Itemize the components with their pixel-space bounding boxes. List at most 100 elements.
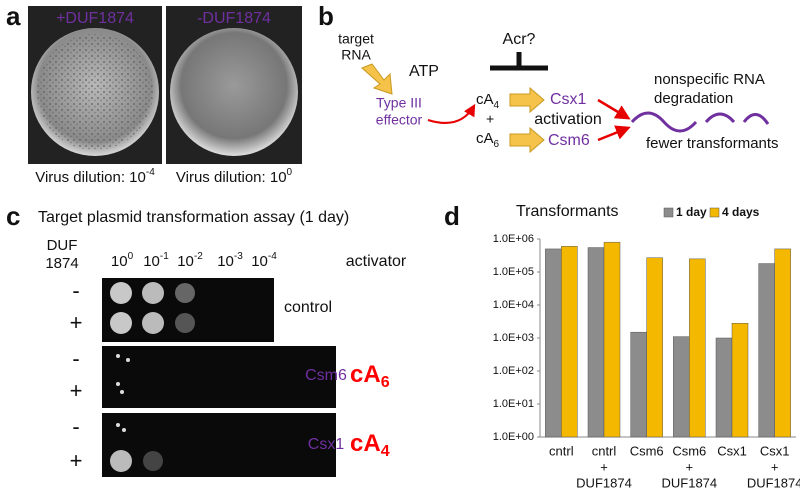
plate-title: +DUF1874 <box>56 10 134 27</box>
dilutions: 100 10-1 10-2 10-3 10-4 <box>111 251 277 270</box>
y-tick-label: 1.0E+03 <box>493 332 534 344</box>
panel-label: c <box>6 201 20 231</box>
ca-sub: 6 <box>494 139 500 150</box>
sign: - <box>72 414 79 439</box>
bar <box>673 336 690 438</box>
y-tick-label: 1.0E+01 <box>493 398 534 410</box>
acr: Acr? <box>503 31 536 48</box>
dilution-exp: -2 <box>194 251 203 262</box>
assay-title: Target plasmid transformation assay (1 d… <box>38 209 349 226</box>
row-name: control <box>284 299 332 316</box>
dilution: 10-3 <box>217 251 243 270</box>
activator: cA4 <box>350 430 390 460</box>
activator-header: activator <box>346 253 407 270</box>
red-arrow <box>597 125 631 142</box>
caption-exponent: 0 <box>287 167 293 178</box>
outcome: nonspecific RNA <box>654 71 765 88</box>
sign: + <box>70 448 83 473</box>
fewer: fewer transformants <box>646 135 779 152</box>
csm6: Csm6 <box>548 132 590 149</box>
ca-base: cA <box>476 130 494 147</box>
activator: cA6 <box>350 361 390 391</box>
y-tick-label: 1.0E+05 <box>493 266 534 278</box>
x-tick-label: + <box>771 459 779 474</box>
yellow-arrow <box>509 86 545 114</box>
dilution: 10-1 <box>143 251 169 270</box>
x-tick-label: Csm6 <box>630 443 664 458</box>
legend-swatch <box>663 207 674 218</box>
atp: ATP <box>409 63 439 80</box>
ca6: cA6 <box>476 130 500 150</box>
legend-swatch <box>709 207 720 218</box>
bar <box>774 248 791 438</box>
plus: + <box>486 111 494 127</box>
caption-text: Virus dilution: 10 <box>35 169 146 186</box>
y-tick-label: 1.0E+04 <box>493 299 534 311</box>
rows: -+control-+Csm6 cA6-+Csx1 cA4 <box>70 278 390 473</box>
x-tick-label: DUF1874 <box>576 475 632 490</box>
legend-label: 4 days <box>722 205 760 219</box>
x-tick-label: DUF1874 <box>747 475 800 490</box>
x-tick-label: DUF1874 <box>662 475 718 490</box>
panel-label: b <box>318 1 334 31</box>
plate-title: -DUF1874 <box>197 10 271 27</box>
ca4: cA4 <box>476 91 500 111</box>
activator-base: cA <box>350 430 381 457</box>
bar <box>587 247 605 438</box>
bar <box>715 337 733 438</box>
panel-label: a <box>6 1 21 31</box>
sign: - <box>72 346 79 371</box>
activator-sub: 4 <box>381 443 390 460</box>
gel <box>102 346 336 408</box>
legend-label: 1 day <box>676 205 707 219</box>
sign: + <box>70 378 83 403</box>
y-tick-label: 1.0E+06 <box>493 233 534 245</box>
dilution: 10-4 <box>251 251 277 270</box>
plate-caption: Virus dilution: 10-4 <box>35 167 155 186</box>
bar <box>758 263 775 438</box>
ca-base: cA <box>476 91 494 108</box>
target-rna: target <box>338 31 374 47</box>
csx1: Csx1 <box>550 91 587 108</box>
dilution-base: 10 <box>251 253 268 270</box>
colonies <box>110 282 195 472</box>
bar <box>603 241 621 438</box>
dilution-exp: 0 <box>128 251 134 262</box>
x-tick-label: Csx1 <box>760 443 790 458</box>
dilution-exp: -4 <box>268 251 277 262</box>
x-tick-label: Csx1 <box>717 443 747 458</box>
x-tick-label: cntrl <box>592 443 617 458</box>
x-tick-label: + <box>600 459 608 474</box>
duf: DUF <box>47 237 78 254</box>
dilution-base: 10 <box>217 253 234 270</box>
panel-label: d <box>444 201 460 231</box>
x-tick-label: + <box>686 459 694 474</box>
activator-base: cA <box>350 361 381 388</box>
chart-title: Transformants <box>516 203 619 220</box>
gel <box>102 413 336 477</box>
rna-wave <box>630 111 770 133</box>
red-arrow <box>597 98 631 120</box>
dilution-base: 10 <box>111 253 128 270</box>
bar <box>630 331 647 438</box>
chart: 1.0E+00 1.0E+01 1.0E+02 1.0E+03 1.0E+04 1.0E+… <box>493 205 800 490</box>
yellow-arrow <box>361 63 393 95</box>
duf: 1874 <box>45 255 78 272</box>
row-name: Csx1 <box>308 436 345 453</box>
sign: - <box>72 278 79 303</box>
activator-sub: 6 <box>381 374 390 391</box>
caption-text: Virus dilution: 10 <box>176 169 287 186</box>
y-tick-label: 1.0E+00 <box>493 431 534 443</box>
effector: effector <box>376 112 423 128</box>
x-tick-label: Csm6 <box>672 443 706 458</box>
plate-caption: Virus dilution: 100 <box>176 167 293 186</box>
row-name: Csm6 <box>305 367 347 384</box>
y-tick-label: 1.0E+02 <box>493 365 534 377</box>
dilution: 10-2 <box>177 251 203 270</box>
dilution: 100 <box>111 251 134 270</box>
bar <box>731 322 749 438</box>
bar <box>646 257 663 438</box>
yellow-arrow <box>509 126 545 154</box>
bar <box>689 258 706 438</box>
